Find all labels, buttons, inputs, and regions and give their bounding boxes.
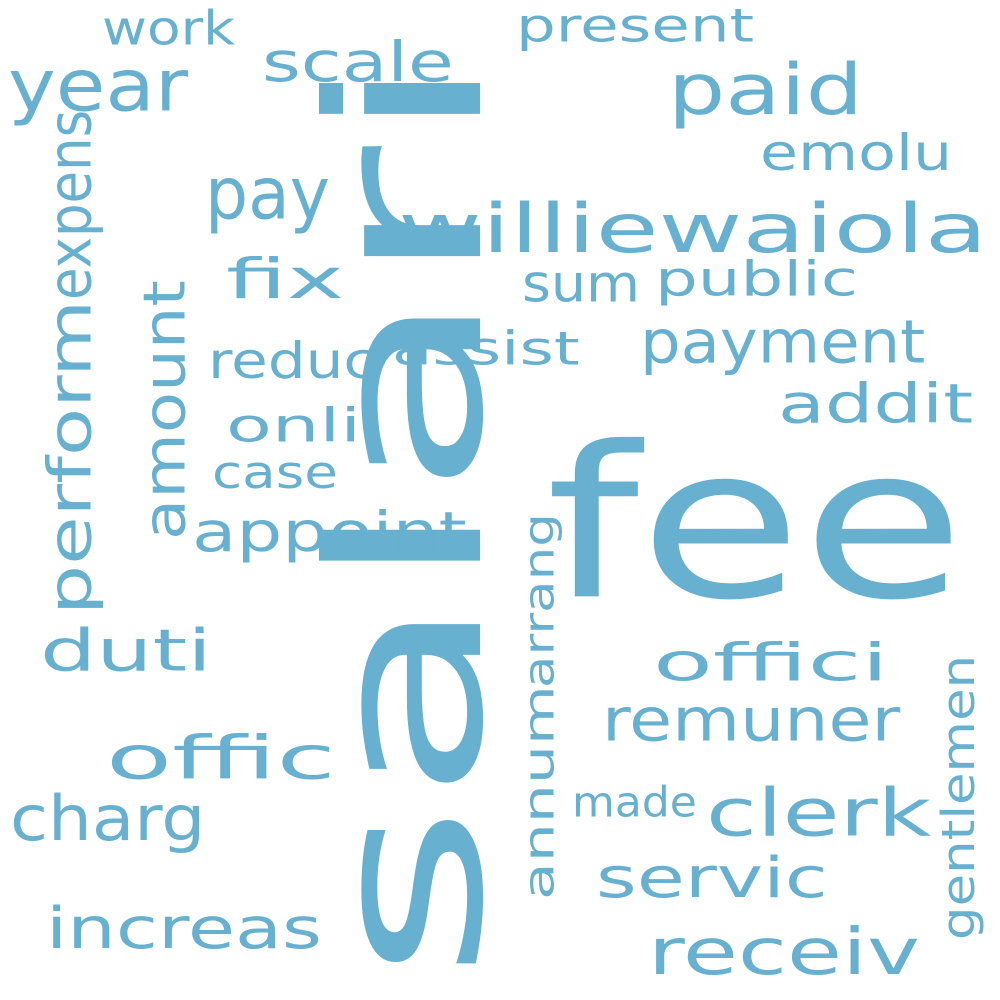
word-payment: payment	[640, 306, 926, 377]
word-onli: onli	[226, 398, 362, 453]
word-public: public	[655, 250, 858, 307]
word-scale: scale	[262, 30, 454, 95]
word-servic: servic	[596, 844, 828, 911]
word-offic: offic	[106, 722, 336, 793]
word-clerk: clerk	[706, 774, 932, 852]
word-assist: assist	[392, 321, 580, 376]
word-year: year	[8, 43, 189, 128]
word-reduc: reduc	[208, 331, 377, 390]
word-work: work	[102, 0, 235, 56]
word-paid: paid	[668, 48, 864, 131]
word-perform: perform	[34, 299, 105, 615]
word-williewaiola: williewaiola	[398, 188, 988, 269]
word-annum: annum	[514, 685, 564, 900]
word-sum: sum	[522, 253, 640, 315]
word-emolu: emolu	[760, 123, 953, 182]
word-gentlemen: gentlemen	[931, 654, 985, 940]
word-arrang: arrang	[514, 513, 564, 688]
word-increas: increas	[46, 894, 322, 962]
word-charg: charg	[10, 782, 206, 855]
word-fee: fee	[546, 401, 965, 647]
word-pay: pay	[205, 151, 330, 236]
word-fix: fix	[226, 247, 345, 312]
word-remuner: remuner	[602, 684, 901, 755]
word-addit: addit	[778, 372, 974, 436]
word-offici: offici	[653, 632, 889, 694]
word-receiv: receiv	[648, 914, 920, 990]
word-present: present	[516, 0, 755, 53]
word-expens: expens	[34, 109, 105, 301]
word-amount: amount	[130, 280, 199, 540]
word-case: case	[212, 445, 338, 499]
word-duti: duti	[40, 616, 212, 685]
word-appoint: appoint	[192, 500, 467, 565]
word-made: made	[572, 777, 697, 827]
